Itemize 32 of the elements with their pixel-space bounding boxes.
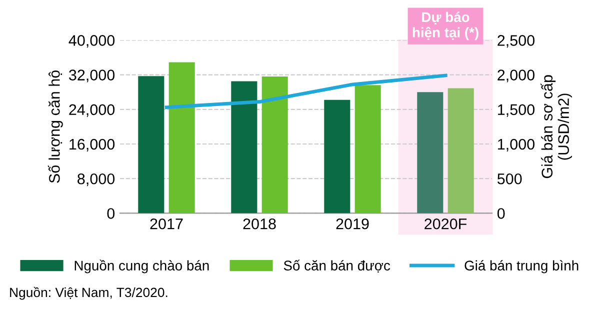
x-tick-label: 2020F	[424, 218, 467, 230]
y-tick-label: 32,000	[69, 70, 115, 82]
bar	[231, 81, 258, 214]
bar	[417, 92, 444, 214]
x-tick-label: 2018	[243, 218, 276, 230]
y-axis-title: Số lượng căn hộ	[48, 70, 63, 183]
y2-tick-label: 2,500	[498, 35, 534, 48]
y2-tick-label: 1,500	[498, 104, 534, 117]
y2-tick-label: 500	[497, 173, 522, 184]
bar	[138, 76, 164, 214]
bar	[168, 62, 195, 214]
band-label: Dự báo hiện tại (*)	[412, 12, 478, 40]
y2-tick-label: 1,000	[498, 138, 534, 152]
x-tick-label: 2019	[336, 218, 369, 230]
legend-label: Số căn bán được	[284, 260, 390, 272]
bar	[354, 85, 381, 214]
legend-label: Nguồn cung chào bán	[74, 260, 209, 274]
y2-tick-label: 0	[497, 208, 505, 219]
y2-axis-title: Giá bán sơ cấp (USD/m2)	[540, 75, 572, 178]
bar	[448, 88, 474, 214]
legend-label: Giá bán trung bình	[464, 260, 578, 274]
bar	[324, 100, 350, 214]
y2-tick-label: 2,000	[498, 70, 534, 82]
y-tick-label: 16,000	[70, 138, 115, 152]
y-tick-label: 0	[107, 208, 115, 219]
y-tick-label: 40,000	[68, 35, 115, 48]
text: Nguồn: Việt Nam, T3/2020.	[10, 286, 168, 300]
y-tick-label: 8,000	[78, 173, 115, 186]
y-tick-label: 24,000	[69, 104, 115, 117]
x-tick-label: 2017	[150, 218, 183, 230]
bar	[262, 76, 288, 214]
line-series	[164, 74, 448, 110]
